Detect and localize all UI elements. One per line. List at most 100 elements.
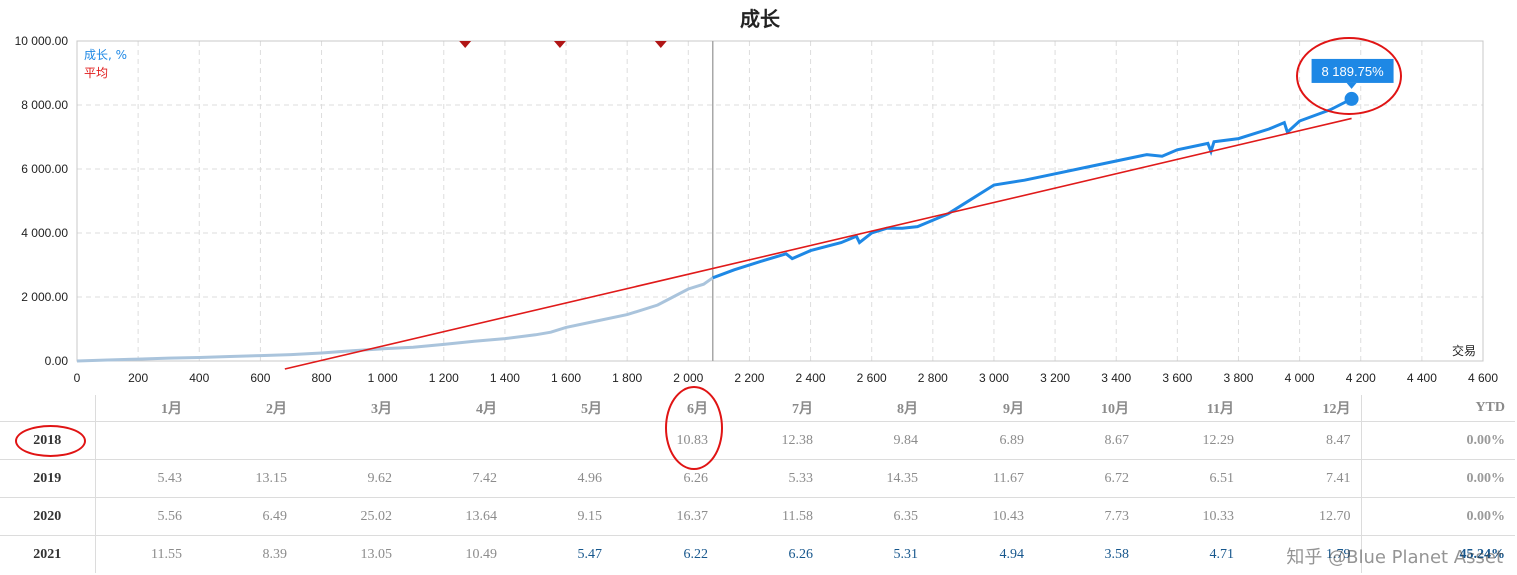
last-value-point	[1344, 91, 1359, 106]
header-year	[0, 395, 96, 422]
monthly-return-cell: 11.58	[718, 497, 823, 536]
ytd-cell: 0.00%	[1360, 421, 1515, 460]
monthly-return-cell: 16.37	[612, 497, 718, 536]
x-tick-label: 4 000	[1285, 371, 1315, 385]
x-tick-label: 600	[250, 371, 270, 385]
monthly-return-cell: 8.67	[1034, 421, 1139, 460]
monthly-return-cell: 9.15	[507, 497, 612, 536]
monthly-return-cell: 6.51	[1139, 459, 1244, 498]
x-tick-label: 2 800	[918, 371, 948, 385]
y-axis: 0.00 2 000.00 4 000.00 6 000.00 8 000.00 10 0…	[15, 34, 69, 368]
y-tick-label: 8 000.00	[21, 98, 68, 112]
x-tick-label: 2 400	[796, 371, 826, 385]
monthly-return-cell: 6.22	[612, 535, 718, 573]
monthly-return-cell: 5.43	[95, 459, 192, 498]
monthly-return-cell: 1.79	[1244, 535, 1361, 573]
x-axis-label: 交易	[1452, 343, 1476, 358]
row-year: 2021	[0, 535, 96, 573]
monthly-return-cell: 14.35	[823, 459, 928, 498]
x-tick-label: 3 000	[979, 371, 1009, 385]
monthly-return-cell: 25.02	[297, 497, 402, 536]
average-trend-line	[284, 117, 1352, 370]
monthly-return-cell: 6.35	[823, 497, 928, 536]
y-tick-label: 2 000.00	[21, 290, 68, 304]
monthly-return-cell: 7.73	[1034, 497, 1139, 536]
header-month: 10月	[1101, 402, 1129, 417]
y-tick-label: 0.00	[45, 354, 69, 368]
y-tick-label: 10 000.00	[15, 34, 69, 48]
x-tick-label: 1 800	[612, 371, 642, 385]
badge-pointer	[1346, 82, 1357, 89]
x-tick-label: 1 000	[368, 371, 398, 385]
chart-series	[76, 97, 1353, 370]
x-tick-label: 1 200	[429, 371, 459, 385]
table-header-row: 1月 2月 3月 4月 5月 6月 7月 8月 9月 10月 11月 12月 YTD	[0, 395, 1515, 422]
growth-series-line-history	[76, 276, 714, 363]
row-year: 2018	[0, 421, 96, 460]
deposit-markers	[459, 41, 667, 48]
monthly-return-cell: 12.38	[718, 421, 823, 460]
monthly-return-cell: 4.71	[1139, 535, 1244, 573]
table-row: 2020 5.56 6.49 25.02 13.64 9.15 16.37 11.58 6.35…	[0, 497, 1515, 536]
monthly-return-cell: 3.58	[1034, 535, 1139, 573]
x-axis: 0 200 400 600 800 1 000 1 200 1 400 1 600 1 800 2 …	[74, 371, 1499, 385]
last-value-annotation: 8 189.75%	[1311, 58, 1394, 106]
y-tick-label: 6 000.00	[21, 162, 68, 176]
header-month: 3月	[371, 402, 392, 417]
y-tick-label: 4 000.00	[21, 226, 68, 240]
monthly-return-cell: 8.39	[192, 535, 297, 573]
x-tick-label: 800	[312, 371, 332, 385]
deposit-marker	[654, 41, 667, 48]
monthly-return-cell: 9.84	[823, 421, 928, 460]
x-tick-label: 400	[189, 371, 209, 385]
monthly-return-cell: 10.83	[612, 421, 718, 460]
x-tick-label: 3 600	[1162, 371, 1192, 385]
monthly-return-cell: 8.47	[1244, 421, 1361, 460]
monthly-return-cell: 5.56	[95, 497, 192, 536]
table-row: 2019 5.43 13.15 9.62 7.42 4.96 6.26 5.33 14.35 11…	[0, 459, 1515, 498]
x-tick-label: 1 600	[551, 371, 581, 385]
header-month: 7月	[792, 402, 813, 417]
chart-title: 成长	[740, 7, 781, 31]
ytd-cell: 0.00%	[1360, 459, 1515, 498]
growth-series-line	[712, 97, 1353, 280]
monthly-return-cell: 6.89	[928, 421, 1034, 460]
table-row: 2021 11.55 8.39 13.05 10.49 5.47 6.22 6.26 5.31 4…	[0, 535, 1515, 573]
monthly-return-cell	[95, 421, 192, 460]
x-tick-label: 3 800	[1223, 371, 1253, 385]
monthly-return-cell: 13.64	[402, 497, 507, 536]
header-month: 1月	[161, 402, 182, 417]
monthly-return-cell	[192, 421, 297, 460]
header-month: 2月	[266, 402, 287, 417]
last-value-label: 8 189.75%	[1321, 64, 1384, 79]
x-tick-label: 2 600	[857, 371, 887, 385]
highlight-circle-last-value	[1296, 37, 1402, 115]
x-tick-label: 3 200	[1040, 371, 1070, 385]
growth-chart: 成长 0.00 2 000.00 4 000.00 6 000.00 8 000.00 1…	[15, 7, 1499, 385]
header-month: 5月	[581, 402, 602, 417]
monthly-return-cell: 4.94	[928, 535, 1034, 573]
monthly-return-cell	[402, 421, 507, 460]
x-tick-label: 3 400	[1101, 371, 1131, 385]
row-year: 2019	[0, 459, 96, 498]
header-month: 12月	[1322, 402, 1351, 417]
plot-area-border	[76, 40, 1484, 362]
legend-growth: 成长, %	[84, 48, 127, 62]
monthly-return-cell: 12.70	[1244, 497, 1361, 536]
last-value-badge	[1311, 58, 1394, 83]
monthly-return-cell: 4.96	[507, 459, 612, 498]
deposit-marker	[459, 41, 472, 48]
monthly-return-cell: 11.55	[95, 535, 192, 573]
monthly-return-cell: 9.62	[297, 459, 402, 498]
monthly-return-cell: 10.33	[1139, 497, 1244, 536]
deposit-marker	[553, 41, 566, 48]
monthly-return-cell: 7.41	[1244, 459, 1361, 498]
x-tick-label: 0	[74, 371, 81, 385]
ytd-cell: 45.24%	[1360, 535, 1515, 573]
monthly-return-cell: 11.67	[928, 459, 1034, 498]
monthly-return-cell: 5.47	[507, 535, 612, 573]
monthly-return-cell: 6.49	[192, 497, 297, 536]
monthly-return-cell: 10.49	[402, 535, 507, 573]
x-tick-label: 1 400	[490, 371, 520, 385]
monthly-return-cell: 7.42	[402, 459, 507, 498]
